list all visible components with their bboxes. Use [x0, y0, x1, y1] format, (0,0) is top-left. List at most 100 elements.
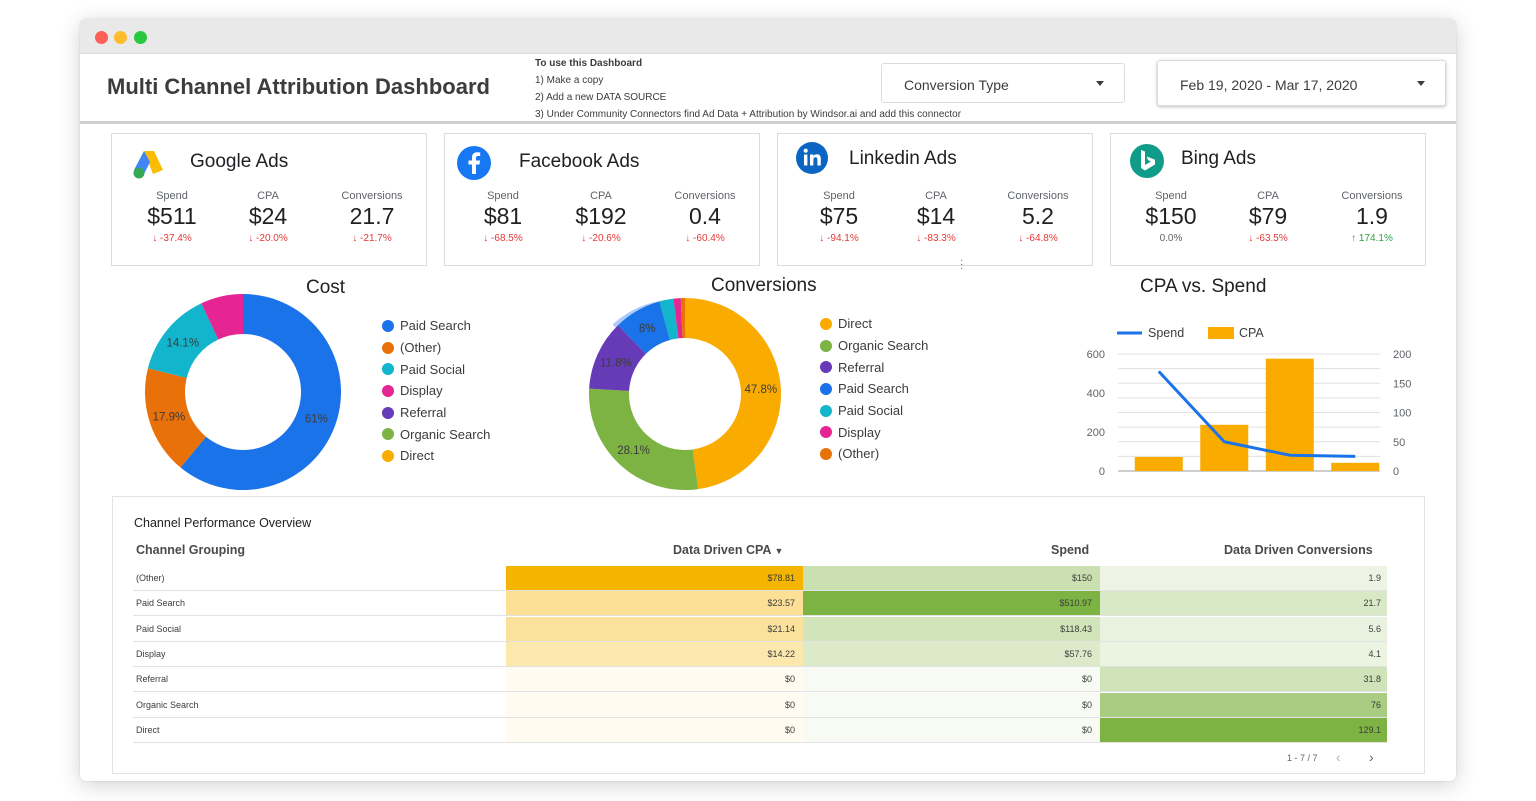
legend-swatch [382, 384, 394, 397]
bar-cpa[interactable] [1134, 456, 1183, 471]
legend-swatch [820, 339, 832, 352]
spend-metric: Spend $150 0.0% [1145, 190, 1197, 244]
legend-item[interactable]: (Other) [382, 337, 490, 359]
donut-slice[interactable] [685, 298, 781, 490]
column-header-channel[interactable]: Channel Grouping [136, 543, 246, 557]
column-header-conversions[interactable]: Data Driven Conversions [1224, 543, 1373, 557]
table-row[interactable]: Referral $0 $0 31.8 [133, 667, 1387, 693]
donut-slice[interactable] [617, 301, 671, 354]
table-cell-conversions: 1.9 [1100, 566, 1387, 590]
donut-data-label: 14.1% [166, 337, 199, 349]
legend-item[interactable]: Organic Search [382, 423, 490, 445]
table-cell-channel: Paid Search [136, 598, 186, 609]
table-cell-cpa: $78.81 [506, 566, 803, 590]
legend-label: Organic Search [400, 426, 491, 442]
legend-label: Referral [838, 359, 885, 375]
table-cell-cpa: $14.22 [506, 641, 803, 666]
table-cell-spend: $150 [803, 566, 1100, 590]
cost-chart-title: Cost [306, 277, 346, 298]
donut-slice[interactable] [589, 388, 699, 490]
donut-slice[interactable] [589, 325, 646, 391]
close-window-button[interactable] [95, 31, 108, 44]
conversions-donut-chart[interactable]: 47.8% 28.1% 11.8% 8% [580, 287, 790, 493]
y-tick-label-right: 100 [1393, 408, 1411, 420]
legend-item[interactable]: Display [382, 380, 490, 402]
legend-item[interactable]: Paid Search [820, 378, 928, 400]
legend-label: (Other) [400, 340, 442, 356]
table-cell-spend: $0 [803, 692, 1100, 717]
y-tick-label-right: 50 [1393, 437, 1405, 449]
facebook-ads-card: Facebook Ads Spend $81 ↓ -68.5% CPA $192 ↓… [444, 133, 760, 266]
dashboard-window: Multi Channel Attribution Dashboard To u… [80, 19, 1456, 781]
legend-item[interactable]: Referral [820, 356, 928, 378]
table-cell-channel: Paid Social [136, 623, 182, 634]
donut-slice[interactable] [201, 294, 243, 340]
donut-slice[interactable] [145, 368, 207, 468]
chevron-down-icon [1417, 81, 1425, 86]
legend-item[interactable]: Paid Social [382, 358, 490, 380]
date-range-picker[interactable]: Feb 19, 2020 - Mar 17, 2020 [1157, 60, 1446, 106]
line-spend[interactable] [1157, 370, 1356, 458]
bar-cpa[interactable] [1331, 462, 1380, 471]
maximize-window-button[interactable] [134, 31, 147, 44]
cost-legend: Paid Search (Other) Paid Social Display Refe… [382, 315, 490, 467]
legend-item[interactable]: (Other) [820, 443, 928, 465]
conversions-metric: Conversions 0.4 ↓ -60.4% [674, 190, 736, 244]
legend-item[interactable]: Organic Search [820, 335, 928, 357]
more-options-icon[interactable]: · · · [960, 255, 964, 274]
channel-performance-table: Channel Performance Overview Channel Gro… [112, 496, 1425, 774]
legend-item[interactable]: Direct [820, 313, 928, 335]
table-cell-conversions: 31.8 [1100, 667, 1387, 692]
table-row[interactable]: Display $14.22 $57.76 4.1 [133, 641, 1387, 667]
facebook-icon [457, 146, 491, 180]
y-tick-label-left: 200 [1087, 427, 1105, 439]
legend-label: Paid Social [838, 403, 904, 419]
conversion-type-dropdown[interactable]: Conversion Type [881, 63, 1125, 103]
next-page-icon[interactable]: › [1369, 749, 1374, 765]
legend-item[interactable]: Paid Search [382, 315, 490, 337]
table-row[interactable]: Direct $0 $0 129.1 [133, 717, 1387, 743]
conversions-metric: Conversions 1.9 ↑ 174.1% [1341, 190, 1403, 244]
minimize-window-button[interactable] [114, 31, 127, 44]
table-cell-conversions: 76 [1100, 692, 1387, 717]
donut-slice[interactable] [673, 298, 683, 339]
table-row[interactable]: Paid Social $21.14 $118.43 5.6 [133, 616, 1387, 642]
dashboard-header: Multi Channel Attribution Dashboard To u… [80, 54, 1456, 124]
column-header-spend[interactable]: Spend [1051, 543, 1090, 557]
table-row[interactable]: Paid Search $23.57 $510.97 21.7 [133, 591, 1387, 617]
legend-swatch [820, 317, 832, 330]
legend-item[interactable]: Referral [382, 402, 490, 424]
legend-label: Display [838, 424, 881, 440]
previous-page-icon[interactable]: ‹ [1336, 749, 1341, 765]
legend-item[interactable]: Display [820, 421, 928, 443]
table-cell-conversions: 4.1 [1100, 641, 1387, 666]
cpa-metric: CPA $14 ↓ -83.3% [916, 190, 956, 244]
legend-label: Paid Social [400, 361, 466, 377]
donut-slice[interactable] [180, 294, 341, 490]
bing-ads-card: Bing Ads Spend $150 0.0% CPA $79 ↓ -63.5% … [1110, 133, 1426, 266]
google-ads-card: Google Ads Spend $511 ↓ -37.4% CPA $24 ↓ -… [111, 133, 427, 266]
legend-label: CPA [1239, 326, 1264, 340]
donut-slice[interactable] [680, 298, 685, 339]
table-row[interactable]: Organic Search $0 $0 76 [133, 692, 1387, 718]
table-cell-channel: Referral [136, 674, 169, 685]
legend-label: Referral [400, 405, 447, 421]
spend-metric: Spend $511 ↓ -37.4% [147, 190, 197, 244]
legend-label: Spend [1148, 326, 1184, 340]
donut-slice[interactable] [147, 303, 219, 378]
card-title: Facebook Ads [519, 151, 640, 172]
legend-item[interactable]: Direct [382, 445, 490, 467]
table-title: Channel Performance Overview [134, 516, 312, 530]
cost-donut-chart[interactable]: 61% 17.9% 14.1% [142, 291, 342, 491]
legend-item[interactable]: Paid Social [820, 400, 928, 422]
table-cell-spend: $57.76 [803, 641, 1100, 666]
window-titlebar [80, 19, 1456, 54]
table-row[interactable]: (Other) $78.81 $150 1.9 [133, 566, 1387, 591]
table-cell-channel: Organic Search [136, 699, 199, 710]
column-header-cpa[interactable]: Data Driven CPA ▼ [673, 543, 784, 557]
bar-cpa[interactable] [1200, 424, 1249, 471]
cpa-vs-spend-chart[interactable]: SpendCPA6004002000200150100500googlebing… [995, 299, 1415, 479]
donut-slice[interactable] [659, 298, 679, 341]
y-tick-label-right: 150 [1393, 378, 1411, 390]
donut-data-label: 8% [639, 323, 656, 335]
